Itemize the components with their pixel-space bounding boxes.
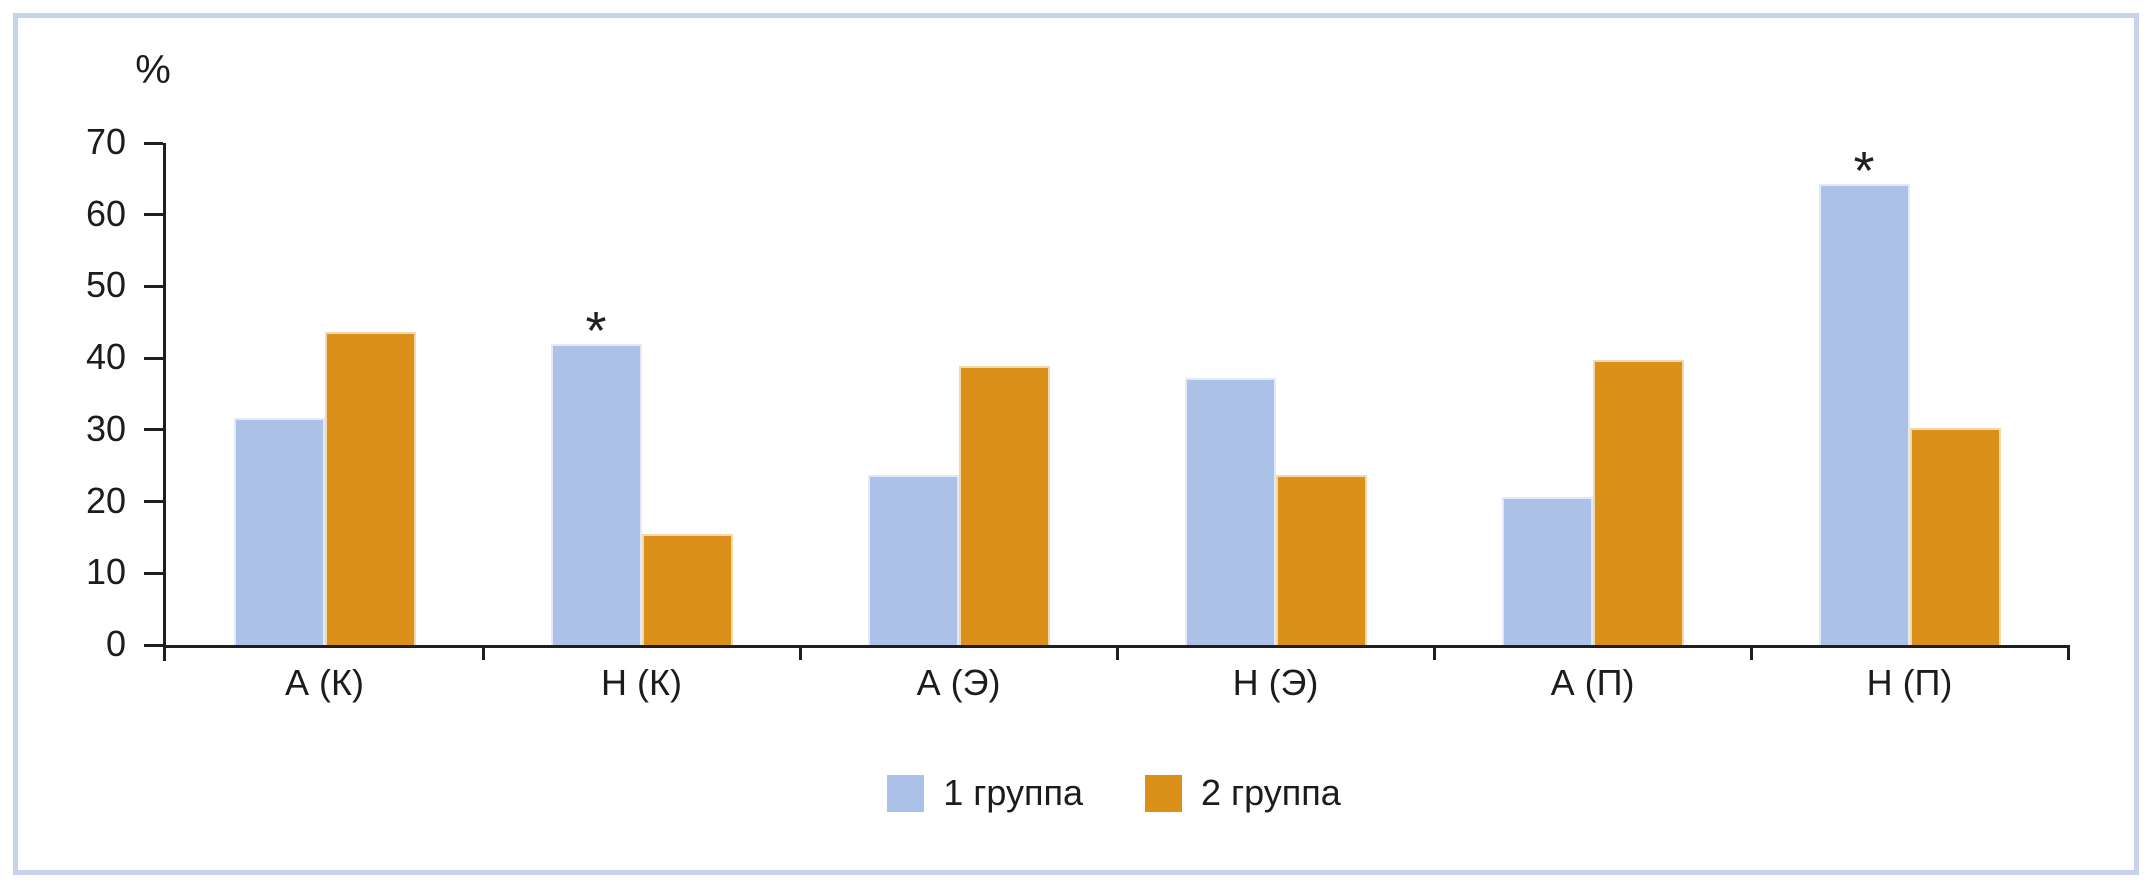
y-tick-mark-10 — [144, 571, 163, 575]
bar-group-2: * — [483, 143, 800, 645]
plot-area: 0 10 20 30 40 50 60 70 * * А (К) Н (К) А (Э) Н (Э) А… — [86, 122, 2070, 703]
bar-series2-cat2 — [641, 533, 733, 645]
bar-series1-cat2: * — [550, 304, 642, 645]
x-category-label-5: А (П) — [1550, 662, 1635, 703]
legend-label-2: 2 группа — [1201, 772, 1341, 813]
y-axis-foot-tick — [163, 645, 166, 661]
legend-swatch-1 — [887, 774, 925, 812]
bar-group-5 — [1434, 143, 1751, 645]
x-category-label-6: Н (П) — [1866, 662, 1953, 703]
y-axis-title: % — [135, 48, 171, 92]
x-tick-mark-2 — [798, 645, 802, 660]
x-tick-mark-3 — [1115, 645, 1119, 660]
y-tick-mark-70 — [144, 141, 163, 145]
bar-series2-cat6 — [1909, 428, 2001, 645]
bar-series1-cat3 — [867, 475, 959, 645]
bar-series1-cat5 — [1501, 496, 1593, 645]
bar-group-1 — [166, 143, 483, 645]
x-tick-mark-1 — [481, 645, 485, 660]
y-tick-mark-50 — [144, 284, 163, 288]
y-tick-label-60: 60 — [85, 192, 126, 234]
x-category-label-4: Н (Э) — [1232, 662, 1319, 703]
y-tick-label-70: 70 — [85, 121, 126, 162]
bar-series2-cat5 — [1592, 360, 1684, 645]
bar-series1-cat6: * — [1818, 144, 1910, 645]
legend-item-2: 2 группа — [1145, 772, 1341, 814]
x-category-label-2: Н (К) — [601, 662, 682, 703]
x-category-label-1: А (К) — [285, 662, 364, 703]
x-category-label-3: А (Э) — [916, 662, 1001, 703]
y-tick-mark-40 — [144, 356, 163, 360]
x-tick-mark-6 — [2066, 645, 2070, 660]
y-tick-label-0: 0 — [105, 623, 126, 664]
bar-group-3 — [800, 143, 1117, 645]
bar-group-4 — [1117, 143, 1434, 645]
bar-series2-cat3 — [958, 366, 1050, 645]
bar-series1-cat4 — [1184, 377, 1276, 645]
y-tick-mark-20 — [144, 500, 163, 504]
y-tick-label-40: 40 — [85, 336, 126, 378]
bar-group-6: * — [1751, 143, 2068, 645]
y-tick-label-10: 10 — [85, 551, 126, 593]
y-tick-mark-0 — [144, 643, 163, 647]
legend-label-1: 1 группа — [943, 772, 1083, 813]
legend: 1 группа 2 группа — [163, 772, 2065, 814]
significance-asterisk: * — [585, 300, 607, 361]
x-tick-mark-5 — [1749, 645, 1753, 660]
y-tick-mark-30 — [144, 428, 163, 432]
y-tick-label-30: 30 — [85, 407, 126, 449]
legend-swatch-2 — [1145, 774, 1182, 812]
significance-asterisk: * — [1853, 140, 1875, 201]
legend-item-1: 1 группа — [887, 772, 1083, 814]
bar-series2-cat4 — [1275, 475, 1367, 645]
y-tick-label-50: 50 — [85, 264, 126, 306]
bar-series1-cat1 — [233, 417, 325, 645]
y-tick-label-20: 20 — [85, 479, 126, 521]
y-tick-mark-60 — [144, 213, 163, 217]
x-tick-mark-4 — [1432, 645, 1436, 660]
bar-series2-cat1 — [324, 331, 416, 645]
